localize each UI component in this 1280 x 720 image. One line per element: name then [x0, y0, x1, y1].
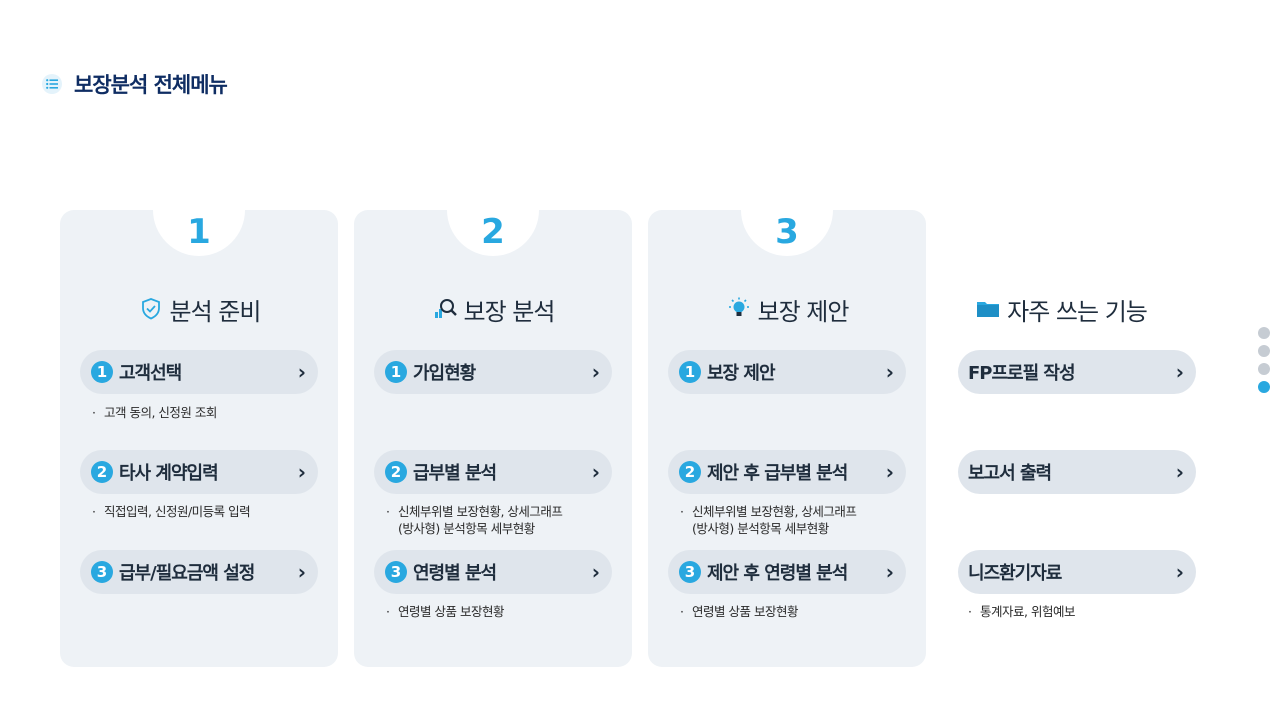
item-description: · 통계자료, 위험예보	[968, 604, 1075, 619]
chevron-right-icon: ›	[1175, 560, 1184, 584]
menu-item-label: 니즈환기자료	[968, 563, 1062, 584]
list-icon	[42, 74, 62, 94]
menu-item-post-proposal-benefit-analysis[interactable]: 2 제안 후 급부별 분석 ›	[668, 450, 906, 494]
page-indicator	[1258, 327, 1270, 399]
menu-card-prepare: 1 분석 준비 1 고객선택 › · 고객 동의, 신정원 조회 2 타사 계약입…	[60, 164, 338, 667]
card-title-label: 보장 제안	[757, 297, 850, 326]
menu-item-label: 보장 제안	[707, 363, 776, 384]
menu-item-label: 급부별 분석	[413, 463, 497, 484]
item-description: · 연령별 상품 보장현황	[386, 604, 504, 619]
step-number: 3	[741, 164, 833, 256]
item-number-badge: 3	[385, 561, 407, 583]
menu-item-label: 타사 계약입력	[119, 463, 219, 484]
menu-item-needs-material[interactable]: 니즈환기자료 ›	[958, 550, 1196, 594]
menu-item-coverage-proposal[interactable]: 1 보장 제안 ›	[668, 350, 906, 394]
menu-item-label: 연령별 분석	[413, 563, 497, 584]
menu-item-benefit-amount-setting[interactable]: 3 급부/필요금액 설정 ›	[80, 550, 318, 594]
menu-item-label: FP프로필 작성	[968, 363, 1076, 384]
menu-item-label: 제안 후 연령별 분석	[707, 563, 848, 584]
menu-item-subscription-status[interactable]: 1 가입현황 ›	[374, 350, 612, 394]
menu-item-fp-profile[interactable]: FP프로필 작성 ›	[958, 350, 1196, 394]
menu-item-label: 제안 후 급부별 분석	[707, 463, 848, 484]
chevron-right-icon: ›	[1175, 460, 1184, 484]
menu-item-label: 고객선택	[119, 363, 182, 384]
magnifier-chart-icon	[432, 296, 458, 322]
item-description: · 신체부위별 보장현황, 상세그래프 (방사형) 분석항목 세부현황	[386, 504, 563, 536]
chevron-right-icon: ›	[885, 360, 894, 384]
chevron-right-icon: ›	[591, 360, 600, 384]
card-title-label: 자주 쓰는 기능	[1007, 297, 1148, 326]
page-title: 보장분석 전체메뉴	[74, 73, 228, 97]
menu-item-post-proposal-age-analysis[interactable]: 3 제안 후 연령별 분석 ›	[668, 550, 906, 594]
step-number: 1	[153, 164, 245, 256]
chevron-right-icon: ›	[297, 560, 306, 584]
card-title-label: 분석 준비	[169, 297, 262, 326]
page-header: 보장분석 전체메뉴	[42, 70, 228, 98]
menu-item-other-contract-input[interactable]: 2 타사 계약입력 ›	[80, 450, 318, 494]
item-description: · 신체부위별 보장현황, 상세그래프 (방사형) 분석항목 세부현황	[680, 504, 857, 536]
item-number-badge: 1	[91, 361, 113, 383]
card-title: 분석 준비	[60, 292, 338, 326]
item-number-badge: 2	[91, 461, 113, 483]
shield-check-icon	[138, 296, 164, 322]
page-dot-3[interactable]	[1258, 363, 1270, 375]
menu-item-customer-select[interactable]: 1 고객선택 ›	[80, 350, 318, 394]
menu-item-label: 가입현황	[413, 363, 476, 384]
menu-item-label: 급부/필요금액 설정	[119, 563, 255, 584]
chevron-right-icon: ›	[297, 460, 306, 484]
card-title: 보장 분석	[354, 292, 632, 326]
item-number-badge: 1	[679, 361, 701, 383]
chevron-right-icon: ›	[885, 560, 894, 584]
menu-item-report-print[interactable]: 보고서 출력 ›	[958, 450, 1196, 494]
menu-item-label: 보고서 출력	[968, 463, 1052, 484]
item-description: · 연령별 상품 보장현황	[680, 604, 798, 619]
page-dot-1[interactable]	[1258, 327, 1270, 339]
chevron-right-icon: ›	[885, 460, 894, 484]
card-title: 자주 쓰는 기능	[922, 292, 1200, 326]
step-number: 2	[447, 164, 539, 256]
item-number-badge: 2	[679, 461, 701, 483]
menu-card-analysis: 2 보장 분석 1 가입현황 › 2 급부별 분석 › · 신체부위별 보장현황,…	[354, 164, 632, 667]
item-number-badge: 3	[91, 561, 113, 583]
chevron-right-icon: ›	[297, 360, 306, 384]
card-title-label: 보장 분석	[463, 297, 556, 326]
item-number-badge: 2	[385, 461, 407, 483]
chevron-right-icon: ›	[591, 460, 600, 484]
page-dot-2[interactable]	[1258, 345, 1270, 357]
menu-item-age-analysis[interactable]: 3 연령별 분석 ›	[374, 550, 612, 594]
page-dot-4-active[interactable]	[1258, 381, 1270, 393]
chevron-right-icon: ›	[591, 560, 600, 584]
item-number-badge: 3	[679, 561, 701, 583]
item-number-badge: 1	[385, 361, 407, 383]
card-title: 보장 제안	[648, 292, 926, 326]
chevron-right-icon: ›	[1175, 360, 1184, 384]
menu-item-benefit-analysis[interactable]: 2 급부별 분석 ›	[374, 450, 612, 494]
folder-icon	[975, 296, 1001, 322]
item-description: · 직접입력, 신정원/미등록 입력	[92, 504, 251, 519]
menu-card-proposal: 3 보장 제안 1 보장 제안 › 2 제안 후 급부별 분석 › · 신체부위별…	[648, 164, 926, 667]
menu-frequent-functions: 자주 쓰는 기능 FP프로필 작성 › 보고서 출력 › 니즈환기자료 › · 통…	[922, 210, 1200, 667]
lightbulb-icon	[726, 296, 752, 322]
item-description: · 고객 동의, 신정원 조회	[92, 405, 217, 420]
